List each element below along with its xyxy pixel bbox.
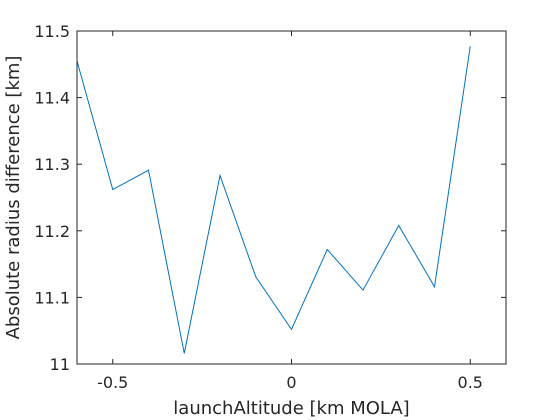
x-tick-label: -0.5 xyxy=(97,373,128,392)
y-tick-label: 11.1 xyxy=(34,288,70,307)
x-axis-label: launchAltitude [km MOLA] xyxy=(173,398,409,419)
x-tick-label: 0.5 xyxy=(458,373,483,392)
plot-area xyxy=(77,31,506,364)
y-tick-label: 11.4 xyxy=(34,89,70,108)
series-layer xyxy=(76,46,471,354)
y-tick-label: 11 xyxy=(50,355,70,374)
y-axis-label: Absolute radius difference [km] xyxy=(3,56,24,340)
y-tick-label: 11.2 xyxy=(34,222,70,241)
ticks-layer xyxy=(77,30,506,365)
y-tick-label: 11.3 xyxy=(34,155,70,174)
y-tick-label: 11.5 xyxy=(34,22,70,41)
x-tick-label: 0 xyxy=(286,373,296,392)
series-line xyxy=(76,46,471,354)
tick-labels: -0.5 0 0.5 11 11.1 11.2 11.3 11.4 11.5 xyxy=(34,22,483,392)
